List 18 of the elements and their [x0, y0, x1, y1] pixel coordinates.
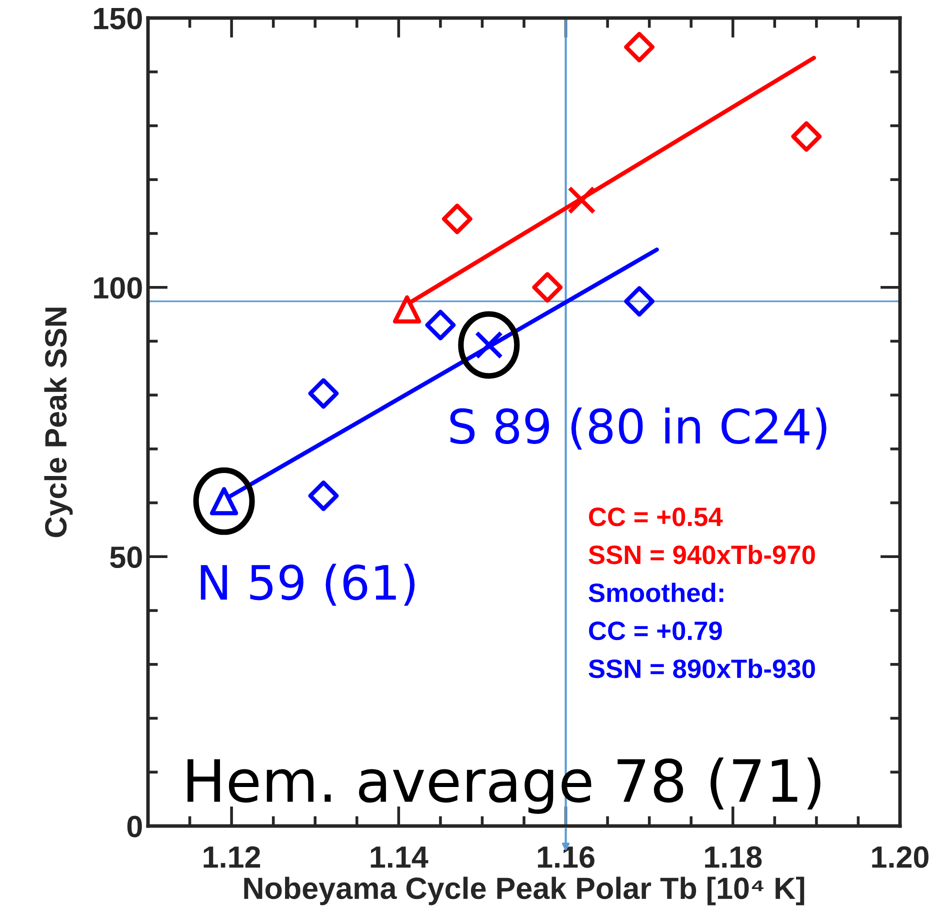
y-tick-label: 100 — [94, 277, 142, 299]
annotation: SSN = 940xTb-970 — [588, 544, 815, 564]
x-axis-title: Nobeyama Cycle Peak Polar Tb [10⁴ K] — [244, 876, 804, 906]
x-tick-label: 1.18 — [705, 846, 762, 868]
annotation: CC = +0.54 — [589, 508, 723, 526]
annotation: Smoothed: — [588, 582, 724, 602]
y-tick-label: 0 — [127, 816, 142, 838]
x-tick-label: 1.20 — [872, 846, 928, 868]
x-tick-label: 1.16 — [538, 846, 594, 868]
annotation: SSN = 890xTb-930 — [588, 658, 815, 678]
x-tick-label: 1.12 — [204, 846, 260, 868]
annotation: N 59 (61) — [200, 564, 415, 606]
annotation: CC = +0.79 — [589, 621, 722, 640]
y-tick-label: 50 — [110, 546, 142, 568]
annotation: S 89 (80 in C24) — [450, 407, 826, 450]
y-tick-label: 150 — [94, 8, 142, 30]
y-axis-title: Cycle Peak SSN — [44, 308, 73, 538]
x-tick-label: 1.14 — [370, 846, 428, 868]
